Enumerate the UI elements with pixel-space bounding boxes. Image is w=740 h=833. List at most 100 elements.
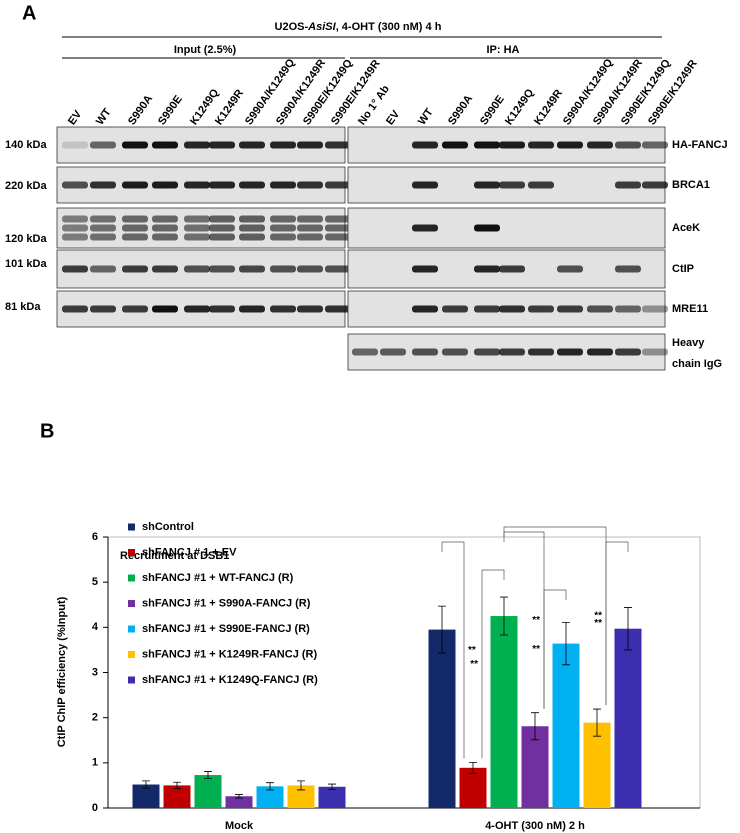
band [184, 224, 210, 232]
band [62, 215, 88, 223]
error-bar [562, 621, 570, 666]
band [62, 141, 88, 149]
marker-label: 101 kDa [5, 258, 47, 270]
bar [132, 784, 160, 808]
lane-label: S990E [156, 93, 185, 127]
band [352, 348, 378, 356]
blot-label: MRE11 [672, 303, 708, 315]
band [474, 141, 500, 149]
error-bar [297, 780, 305, 791]
band [184, 233, 210, 241]
band [239, 224, 265, 232]
y-tick-label: 3 [92, 666, 98, 678]
band [474, 181, 500, 189]
band [62, 265, 88, 273]
annotation: Recruitment at DSB1 [120, 550, 229, 562]
blot-label: HA-FANCJ [672, 139, 728, 151]
band [325, 265, 351, 273]
legend-label: shFANCJ #1 + K1249R-FANCJ (R) [142, 648, 317, 660]
header-part: , 4-OHT (300 nM) 4 h [336, 21, 442, 33]
lane-label: S990E/K1249Q [301, 57, 355, 127]
lane-label: EV [384, 108, 403, 127]
band [499, 265, 525, 273]
band [412, 265, 438, 273]
bar [583, 722, 611, 808]
legend-swatch [128, 625, 135, 633]
band [474, 348, 500, 356]
bar [256, 786, 284, 808]
marker-label: 140 kDa [5, 139, 47, 151]
bar [225, 796, 253, 808]
band [122, 305, 148, 313]
band [239, 141, 265, 149]
x-tick-label: 4-OHT (300 nM) 2 h [485, 820, 585, 832]
band [90, 233, 116, 241]
band [152, 181, 178, 189]
bar [318, 786, 346, 808]
band [209, 224, 235, 232]
error-bar [500, 596, 508, 636]
band [184, 215, 210, 223]
band [528, 181, 554, 189]
band [412, 141, 438, 149]
band [474, 224, 500, 232]
y-tick-label: 0 [92, 802, 98, 814]
band [270, 181, 296, 189]
band [325, 141, 351, 149]
x-tick-label: Mock [225, 820, 254, 832]
band [239, 181, 265, 189]
band [270, 233, 296, 241]
band [90, 224, 116, 232]
band [325, 305, 351, 313]
band [270, 215, 296, 223]
blot-label: Heavy [672, 337, 705, 349]
band [270, 305, 296, 313]
band [297, 141, 323, 149]
band [62, 224, 88, 232]
y-tick-label: 4 [92, 621, 99, 633]
y-tick-label: 6 [92, 531, 98, 543]
error-bar [438, 605, 446, 654]
legend-swatch [128, 651, 135, 658]
lane-label: K1249R [532, 87, 565, 127]
blot [347, 207, 666, 249]
y-axis-label: CtIP ChIP efficiency (%Input) [56, 596, 68, 747]
error-bar [266, 782, 274, 791]
band [442, 305, 468, 313]
band [642, 348, 668, 356]
panel-label: A [22, 2, 36, 24]
band [557, 141, 583, 149]
band [412, 224, 438, 232]
band [474, 305, 500, 313]
blot-label: CtIP [672, 263, 694, 275]
band [499, 348, 525, 356]
band [90, 181, 116, 189]
band [90, 215, 116, 223]
band [122, 141, 148, 149]
band [209, 305, 235, 313]
band [90, 141, 116, 149]
legend-label: shFANCJ #1 + K1249Q-FANCJ (R) [142, 674, 318, 686]
band [442, 348, 468, 356]
band [297, 305, 323, 313]
band [209, 181, 235, 189]
band [412, 181, 438, 189]
band [642, 305, 668, 313]
band [152, 233, 178, 241]
error-bar [142, 780, 150, 789]
band [209, 215, 235, 223]
band [122, 181, 148, 189]
band [499, 181, 525, 189]
band [442, 141, 468, 149]
error-bar [593, 708, 601, 737]
band [239, 215, 265, 223]
bracket [543, 589, 567, 709]
band [239, 265, 265, 273]
band [184, 265, 210, 273]
band [122, 224, 148, 232]
legend-swatch [128, 676, 135, 684]
band [122, 215, 148, 223]
significance: ** [532, 615, 540, 626]
bar [490, 616, 518, 808]
bar [459, 767, 487, 808]
